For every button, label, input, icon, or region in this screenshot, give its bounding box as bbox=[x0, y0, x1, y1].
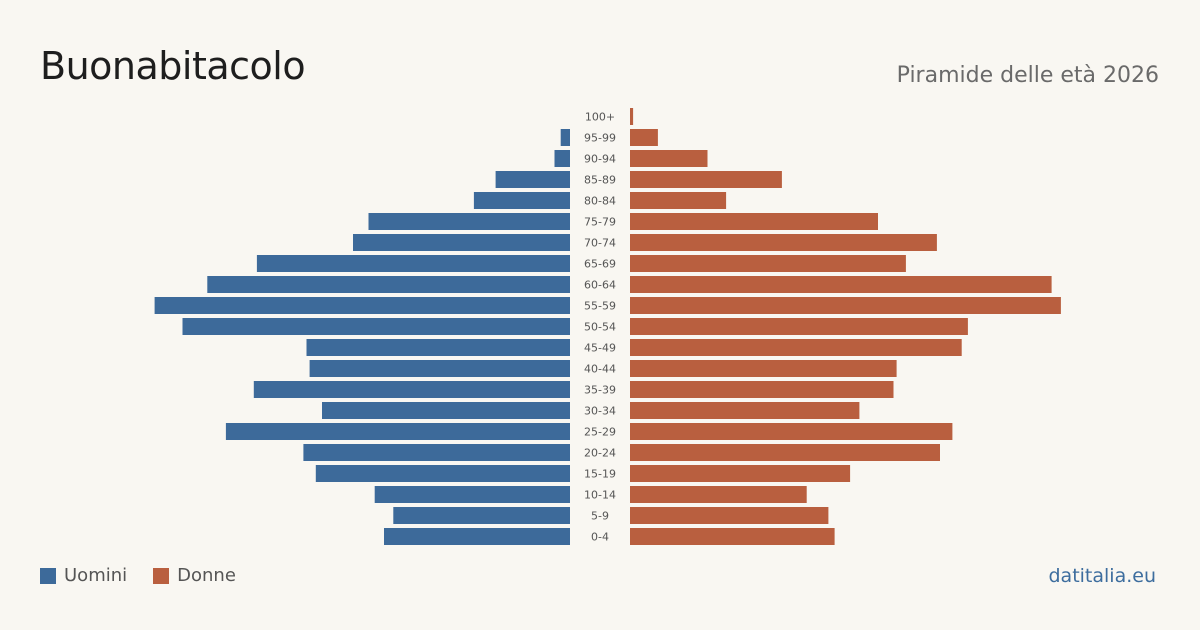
age-label-30-34: 30-34 bbox=[584, 405, 616, 418]
legend-item-male: Uomini bbox=[40, 565, 127, 586]
bar-male-55-59 bbox=[154, 297, 570, 314]
bar-female-10-14 bbox=[630, 486, 807, 503]
age-label-100plus: 100+ bbox=[585, 111, 615, 124]
legend-label-female: Donne bbox=[177, 565, 236, 586]
legend-item-female: Donne bbox=[153, 565, 236, 586]
age-label-45-49: 45-49 bbox=[584, 342, 616, 355]
age-label-40-44: 40-44 bbox=[584, 363, 616, 376]
bar-male-15-19 bbox=[315, 465, 570, 482]
age-label-10-14: 10-14 bbox=[584, 489, 616, 502]
age-label-70-74: 70-74 bbox=[584, 237, 616, 250]
age-label-5-9: 5-9 bbox=[591, 510, 609, 523]
bar-male-70-74 bbox=[353, 234, 570, 251]
age-label-15-19: 15-19 bbox=[584, 468, 616, 481]
bar-female-20-24 bbox=[630, 444, 940, 461]
bar-female-25-29 bbox=[630, 423, 953, 440]
bar-male-80-84 bbox=[473, 192, 570, 209]
bar-male-65-69 bbox=[256, 255, 570, 272]
age-label-60-64: 60-64 bbox=[584, 279, 616, 292]
bar-female-40-44 bbox=[630, 360, 897, 377]
legend-swatch-female bbox=[153, 567, 170, 584]
age-label-25-29: 25-29 bbox=[584, 426, 616, 439]
bar-female-90-94 bbox=[630, 150, 708, 167]
bar-female-100plus bbox=[630, 108, 634, 125]
age-label-90-94: 90-94 bbox=[584, 153, 616, 166]
age-label-80-84: 80-84 bbox=[584, 195, 616, 208]
bar-female-65-69 bbox=[630, 255, 906, 272]
bar-male-30-34 bbox=[322, 402, 570, 419]
age-label-35-39: 35-39 bbox=[584, 384, 616, 397]
bar-female-75-79 bbox=[630, 213, 878, 230]
chart-legend: Uomini Donne bbox=[40, 565, 262, 586]
page-title: Buonabitacolo bbox=[40, 44, 306, 88]
bar-female-30-34 bbox=[630, 402, 860, 419]
bar-male-40-44 bbox=[309, 360, 570, 377]
bar-male-50-54 bbox=[182, 318, 570, 335]
age-label-50-54: 50-54 bbox=[584, 321, 616, 334]
bar-male-5-9 bbox=[393, 507, 570, 524]
source-link[interactable]: datitalia.eu bbox=[1048, 565, 1157, 587]
bar-male-10-14 bbox=[374, 486, 570, 503]
chart-subtitle: Piramide delle età 2026 bbox=[896, 63, 1159, 88]
bar-male-85-89 bbox=[495, 171, 570, 188]
bar-male-60-64 bbox=[207, 276, 571, 293]
bar-female-5-9 bbox=[630, 507, 829, 524]
age-label-95-99: 95-99 bbox=[584, 132, 616, 145]
bar-male-25-29 bbox=[225, 423, 570, 440]
bar-male-45-49 bbox=[306, 339, 570, 356]
bar-female-45-49 bbox=[630, 339, 962, 356]
age-label-85-89: 85-89 bbox=[584, 174, 616, 187]
bar-male-35-39 bbox=[253, 381, 571, 398]
age-label-0-4: 0-4 bbox=[591, 531, 609, 544]
bar-female-70-74 bbox=[630, 234, 937, 251]
age-label-65-69: 65-69 bbox=[584, 258, 616, 271]
bar-female-95-99 bbox=[630, 129, 658, 146]
legend-swatch-male bbox=[40, 567, 56, 584]
bar-female-60-64 bbox=[630, 276, 1052, 293]
age-label-55-59: 55-59 bbox=[584, 300, 616, 313]
bar-male-90-94 bbox=[554, 150, 570, 167]
bar-female-55-59 bbox=[630, 297, 1061, 314]
bar-female-80-84 bbox=[630, 192, 727, 209]
bar-female-35-39 bbox=[630, 381, 894, 398]
bar-male-95-99 bbox=[560, 129, 570, 146]
bar-female-0-4 bbox=[630, 528, 835, 545]
bar-male-75-79 bbox=[368, 213, 570, 230]
bar-female-85-89 bbox=[630, 171, 782, 188]
age-label-20-24: 20-24 bbox=[584, 447, 616, 460]
bar-male-0-4 bbox=[384, 528, 570, 545]
age-label-75-79: 75-79 bbox=[584, 216, 616, 229]
bar-male-20-24 bbox=[303, 444, 570, 461]
bar-female-50-54 bbox=[630, 318, 968, 335]
legend-label-male: Uomini bbox=[64, 565, 128, 586]
bar-female-15-19 bbox=[630, 465, 851, 482]
